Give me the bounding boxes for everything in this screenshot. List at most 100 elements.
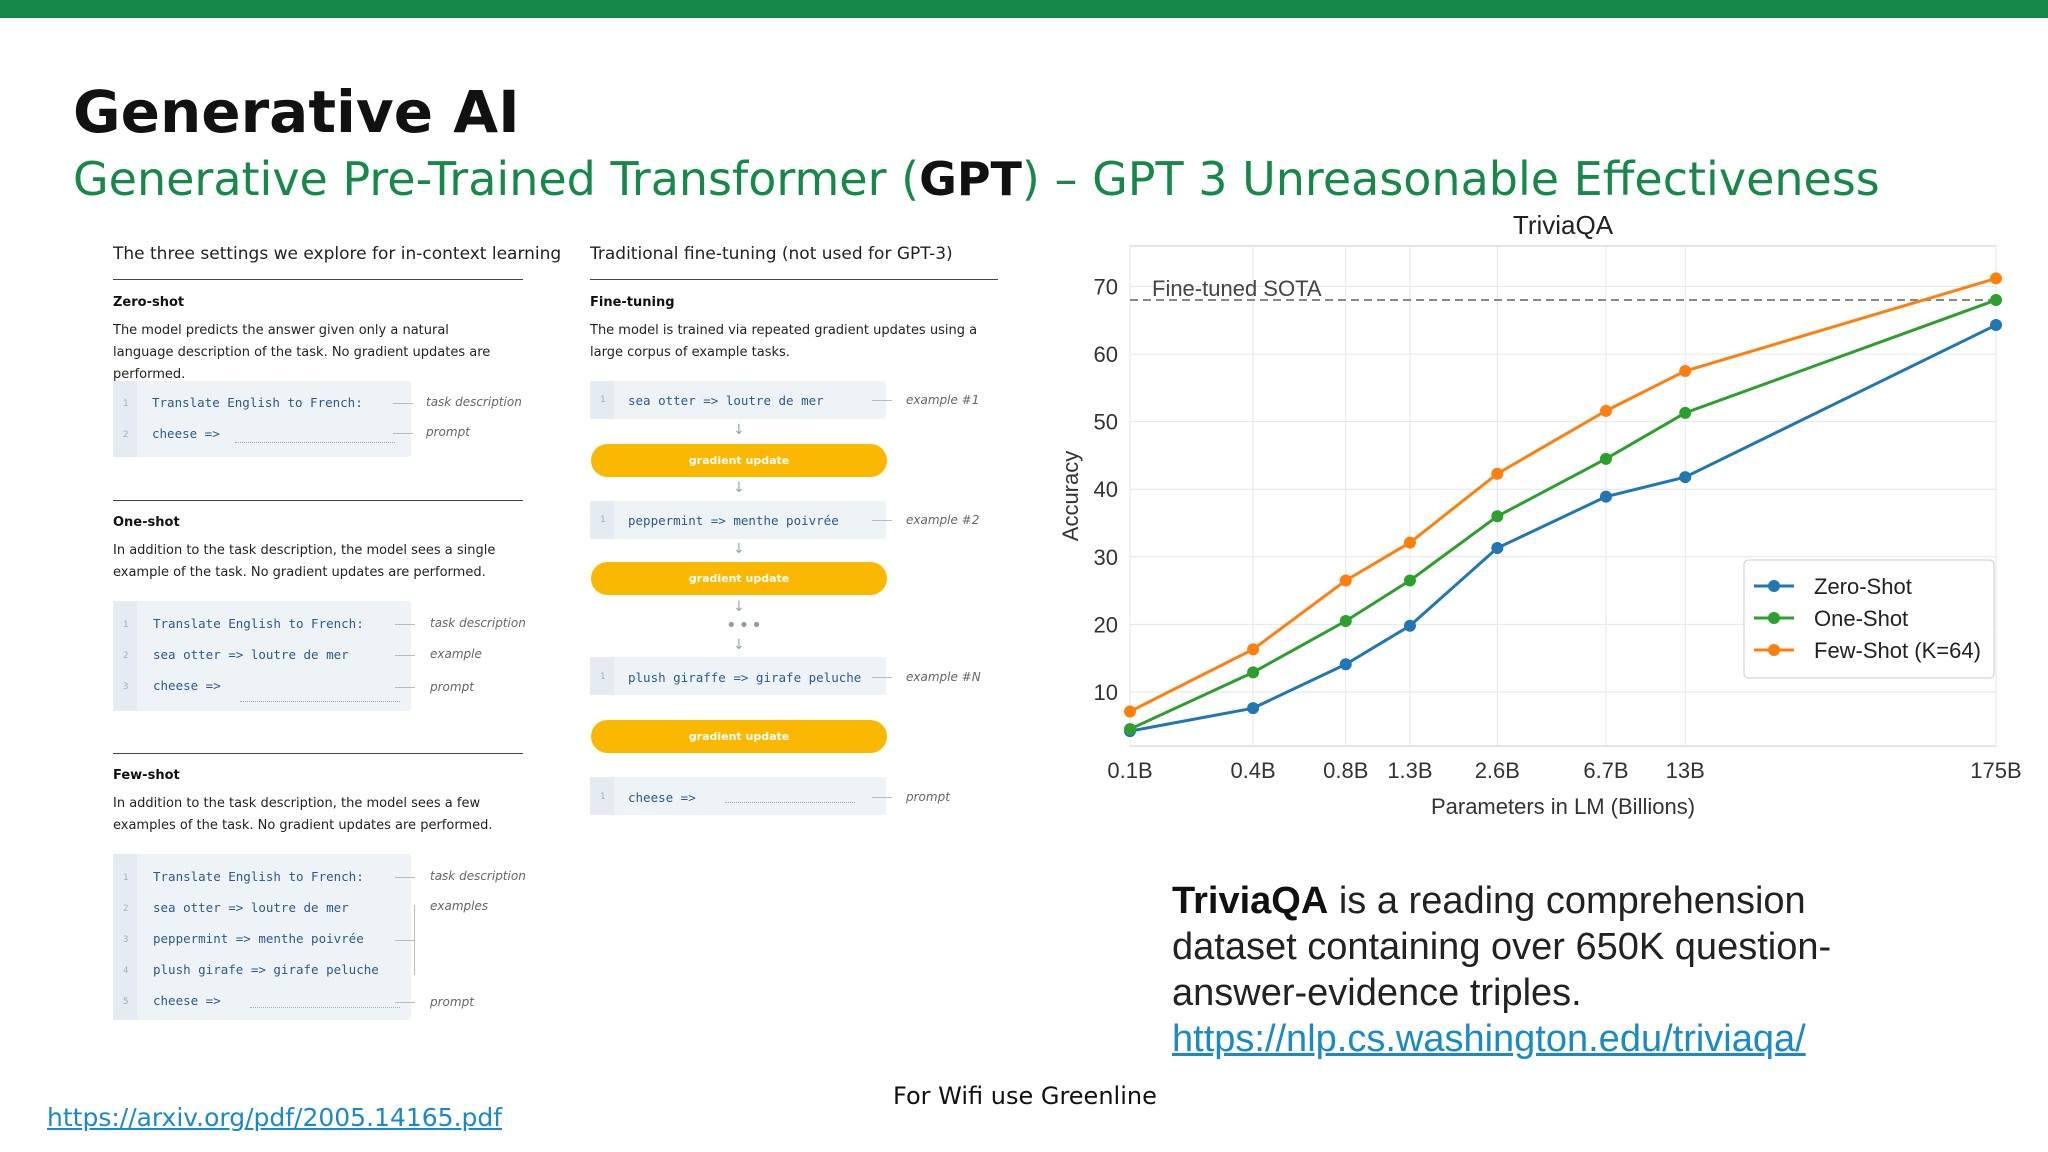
code-line: peppermint => menthe poivrée <box>628 513 839 528</box>
caption-bold: TriviaQA <box>1172 880 1329 922</box>
arrow-down-icon: ↓ <box>733 541 745 557</box>
legend-label: Zero-Shot <box>1814 574 1912 599</box>
gradient-update-pill: gradient update <box>591 444 887 477</box>
line-number: 1 <box>123 873 129 883</box>
series-line <box>1129 298 1997 731</box>
legend-marker <box>1768 644 1780 656</box>
code-line: sea otter => loutre de mer <box>153 900 349 915</box>
data-point <box>1124 705 1136 718</box>
x-tick-label: 175B <box>1970 758 2021 783</box>
x-tick-label: 0.1B <box>1107 758 1152 783</box>
x-tick-label: 13B <box>1666 758 1705 783</box>
arxiv-link[interactable]: https://arxiv.org/pdf/2005.14165.pdf <box>47 1103 503 1132</box>
line-number: 1 <box>123 399 129 409</box>
ellipsis-icon: ••• <box>726 615 764 636</box>
arrow <box>395 655 415 656</box>
y-tick-label: 60 <box>1094 342 1118 367</box>
x-tick-label: 0.8B <box>1323 758 1368 783</box>
data-point <box>1339 574 1352 587</box>
y-tick-label: 70 <box>1094 275 1118 300</box>
top-accent-bar <box>0 0 2048 18</box>
arrow-down-icon: ↓ <box>733 422 745 438</box>
data-point <box>1599 452 1612 465</box>
arrow <box>872 400 892 401</box>
zero-shot-title: Zero-shot <box>113 295 185 310</box>
line-number: 2 <box>123 651 129 661</box>
line-number: 2 <box>123 904 129 914</box>
slide-title: Generative AI <box>73 78 520 146</box>
dotted-blank <box>250 1007 400 1008</box>
data-point <box>1599 404 1612 417</box>
y-tick-label: 30 <box>1094 545 1118 570</box>
one-shot-title: One-shot <box>113 515 180 530</box>
annotation: prompt <box>430 995 474 1009</box>
divider <box>113 753 523 754</box>
annotation: prompt <box>430 680 474 694</box>
code-line: peppermint => menthe poivrée <box>153 931 364 946</box>
arrow <box>395 877 415 878</box>
arrow <box>872 797 892 798</box>
fine-tune-example <box>590 381 886 419</box>
y-tick-label: 20 <box>1094 612 1118 637</box>
series-line <box>1129 276 1997 713</box>
data-point <box>1339 658 1352 671</box>
y-axis-label: Accuracy <box>1058 451 1083 541</box>
line-number: 1 <box>600 515 606 525</box>
data-point <box>1990 294 2002 307</box>
zero-shot-code <box>113 381 411 457</box>
data-point <box>1491 467 1504 480</box>
data-point <box>1339 615 1352 627</box>
line-number: 3 <box>123 935 129 945</box>
data-point <box>1403 536 1416 549</box>
caption: TriviaQA is a reading comprehension data… <box>1172 878 1892 1062</box>
subtitle-part: ) – GPT 3 Unreasonable Effectiveness <box>1021 152 1880 206</box>
triviaqa-link[interactable]: https://nlp.cs.washington.edu/triviaqa/ <box>1172 1018 1806 1060</box>
caption-text: is a reading comprehension dataset conta… <box>1172 880 1832 1014</box>
data-point <box>1491 510 1504 523</box>
code-line: Translate English to French: <box>153 616 364 631</box>
line-number: 3 <box>123 682 129 692</box>
data-point <box>1403 619 1416 632</box>
annotation: task description <box>430 869 526 883</box>
line-number: 1 <box>600 672 606 682</box>
code-line: cheese => <box>153 993 221 1008</box>
dotted-blank <box>240 701 400 702</box>
line-number: 5 <box>123 997 129 1007</box>
data-point <box>1679 365 1692 377</box>
data-point <box>1247 643 1260 656</box>
legend-label: One-Shot <box>1814 606 1908 631</box>
fine-tuning-title: Fine-tuning <box>590 295 675 310</box>
data-point <box>1990 319 2002 332</box>
divider <box>113 500 523 501</box>
data-point <box>1679 471 1692 484</box>
fine-tune-example <box>590 501 886 539</box>
legend-marker <box>1768 580 1780 592</box>
code-line: sea otter => loutre de mer <box>628 393 824 408</box>
dotted-blank <box>235 442 395 443</box>
triviaqa-chart: 10 20 30 40 50 60 70 0.1B 0.4B 0.8B 1.3B 2.6B 6.7B 13… <box>1058 210 2022 819</box>
one-shot-desc: In addition to the task description, the… <box>113 543 496 580</box>
code-line: Translate English to French: <box>152 395 363 410</box>
slide-subtitle: Generative Pre-Trained Transformer (GPT)… <box>73 152 1880 206</box>
arrow <box>872 520 892 521</box>
diagram-right-header: Traditional fine-tuning (not used for GP… <box>590 244 953 264</box>
few-shot-desc: In addition to the task description, the… <box>113 796 493 833</box>
code-line: sea otter => loutre de mer <box>153 647 349 662</box>
dotted-blank <box>725 802 855 803</box>
subtitle-bold: GPT <box>919 152 1022 206</box>
data-point <box>1247 702 1260 715</box>
annotation: example <box>430 647 482 661</box>
code-line: cheese => <box>628 790 696 805</box>
wifi-note: For Wifi use Greenline <box>893 1082 1157 1110</box>
code-line: Translate English to French: <box>153 869 364 884</box>
line-number: 1 <box>123 620 129 630</box>
few-shot-code <box>113 854 411 1020</box>
subtitle-part: Generative Pre-Trained Transformer ( <box>73 152 920 206</box>
arrow <box>393 433 413 434</box>
arrow-down-icon: ↓ <box>733 637 745 653</box>
y-tick-label: 40 <box>1094 477 1118 502</box>
annotation: prompt <box>426 425 470 439</box>
series-line <box>1129 323 1997 733</box>
x-tick-label: 6.7B <box>1583 758 1628 783</box>
arrow <box>395 940 415 941</box>
